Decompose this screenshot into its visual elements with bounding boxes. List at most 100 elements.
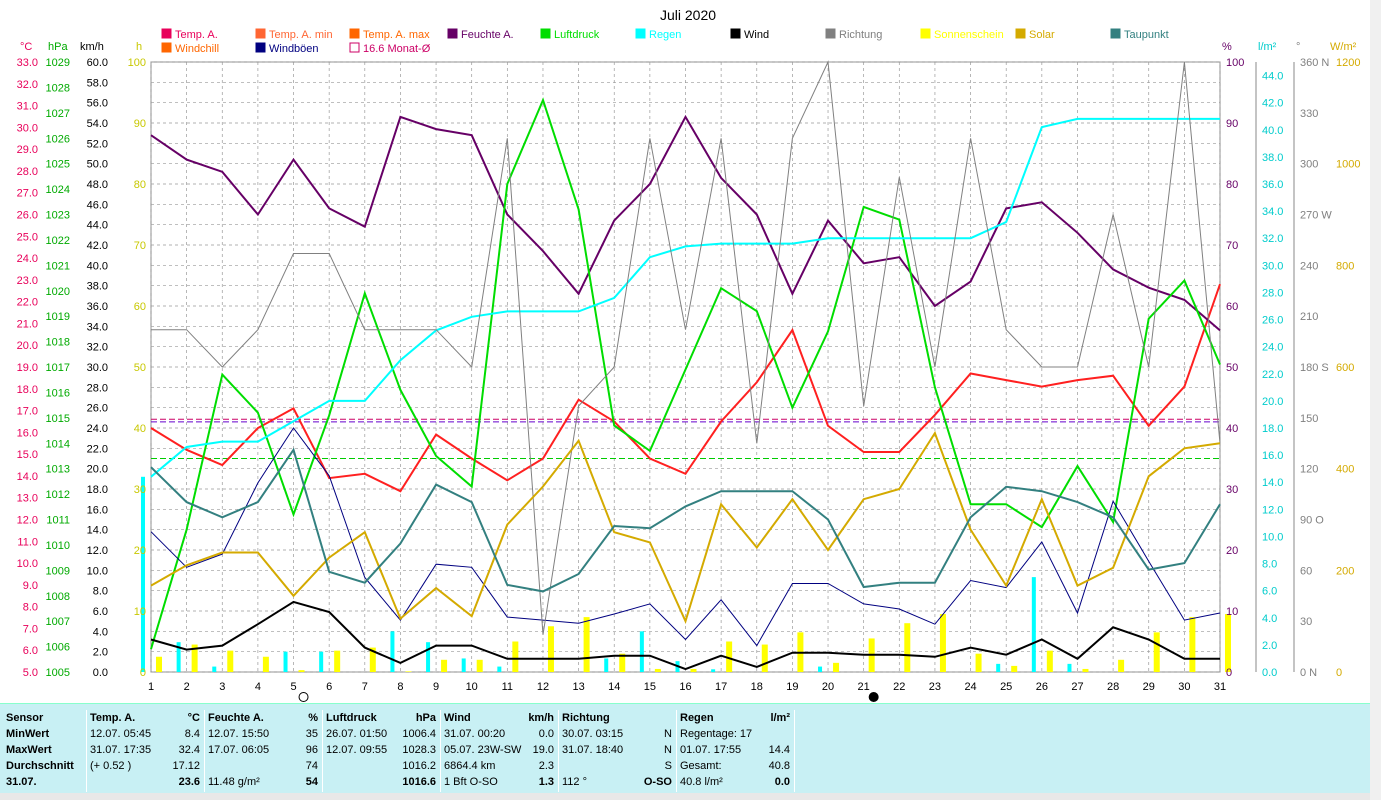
y-tick-wind: 24.0 xyxy=(87,423,108,435)
x-tick: 8 xyxy=(397,681,403,693)
y-tick-rain: 24.0 xyxy=(1262,342,1283,354)
y-tick-temp: 5.0 xyxy=(23,667,38,679)
bar-sonnenschein xyxy=(761,644,768,672)
y-tick-wind: 36.0 xyxy=(87,301,108,313)
wind-distance: 6864.4 km xyxy=(444,760,496,772)
y-tick-wind: 26.0 xyxy=(87,403,108,415)
x-tick: 17 xyxy=(715,681,727,693)
line-wind xyxy=(150,600,1220,671)
y-tick-temp: 8.0 xyxy=(23,602,38,614)
direction-column: Richtung 30.07. 03:15 N 31.07. 18:40 N S 1… xyxy=(562,710,677,792)
y-tick-rain: 12.0 xyxy=(1262,504,1283,516)
wind-max-time: 05.07. 23W-SW xyxy=(444,744,522,756)
legend-swatch-rain xyxy=(635,28,646,39)
rain-unit: l/m² xyxy=(1258,41,1277,53)
bar-sonnenschein xyxy=(262,656,269,672)
rain-column: Regen l/m² Regentage: 17 01.07. 17:55 14.4… xyxy=(680,710,795,792)
y-tick-temp: 24.0 xyxy=(17,253,38,265)
hum-max-time: 17.07. 06:05 xyxy=(208,744,270,756)
y-tick-temp: 22.0 xyxy=(17,297,38,309)
x-tick: 10 xyxy=(466,681,478,693)
y-tick-press: 1009 xyxy=(46,565,70,577)
bar-sonnenschein xyxy=(1153,632,1160,672)
temp-max-time: 31.07. 17:35 xyxy=(90,744,152,756)
temp-max-value: 32.4 xyxy=(178,744,200,756)
wind-unit: km/h xyxy=(80,41,104,53)
x-tick: 25 xyxy=(1000,681,1012,693)
bar-sonnenschein xyxy=(512,641,519,672)
press-min-time: 26.07. 01:50 xyxy=(326,728,388,740)
y-tick-sun: 40 xyxy=(134,423,146,435)
y-tick-dir: 180 S xyxy=(1300,362,1329,374)
y-tick-rain: 22.0 xyxy=(1262,369,1283,381)
y-tick-hum: 10 xyxy=(1226,606,1238,618)
line-taupunkt xyxy=(150,447,1221,593)
legend-label-tmin: Temp. A. min xyxy=(269,29,333,41)
bar-regen-tag xyxy=(176,642,181,672)
y-tick-hum: 90 xyxy=(1226,118,1238,130)
y-tick-dir: 150 xyxy=(1300,413,1318,425)
bar-sonnenschein xyxy=(1011,665,1018,672)
press-today-value: 1016.6 xyxy=(402,776,436,788)
y-tick-sun: 90 xyxy=(134,118,146,130)
y-tick-temp: 15.0 xyxy=(17,449,38,461)
y-tick-temp: 27.0 xyxy=(17,188,38,200)
y-tick-press: 1024 xyxy=(46,184,70,196)
vertical-scrollbar[interactable] xyxy=(1370,0,1381,800)
line-series xyxy=(150,60,1221,671)
x-tick: 29 xyxy=(1143,681,1155,693)
y-tick-hum: 70 xyxy=(1226,240,1238,252)
y-tick-press: 1019 xyxy=(46,311,70,323)
y-tick-wind: 44.0 xyxy=(87,220,108,232)
x-tick: 18 xyxy=(751,681,763,693)
y-tick-dir: 0 N xyxy=(1300,667,1317,679)
y-tick-rain: 0.0 xyxy=(1262,667,1277,679)
legend-swatch-windchill xyxy=(161,42,172,53)
y-tick-temp: 28.0 xyxy=(17,166,38,178)
dir-degrees: 112 ° xyxy=(562,776,587,788)
x-tick: 21 xyxy=(858,681,870,693)
x-tick: 20 xyxy=(822,681,834,693)
y-tick-solar: 400 xyxy=(1336,464,1354,476)
y-tick-rain: 28.0 xyxy=(1262,287,1283,299)
temp-unit: °C xyxy=(20,41,32,53)
y-tick-wind: 10.0 xyxy=(87,565,108,577)
y-tick-temp: 20.0 xyxy=(17,340,38,352)
x-tick: 13 xyxy=(572,681,584,693)
x-tick: 31 xyxy=(1214,681,1226,693)
dir-max-value: N xyxy=(664,744,672,756)
bar-regen-tag xyxy=(1031,577,1036,672)
wind-column: Wind km/h 31.07. 00:20 0.0 05.07. 23W-SW 19… xyxy=(444,710,559,792)
press-col-unit: hPa xyxy=(415,712,436,724)
y-tick-temp: 7.0 xyxy=(23,623,38,635)
y-tick-wind: 34.0 xyxy=(87,321,108,333)
y-tick-wind: 12.0 xyxy=(87,545,108,557)
rain-total-label: Gesamt: xyxy=(680,760,722,772)
y-tick-wind: 58.0 xyxy=(87,77,108,89)
y-tick-press: 1023 xyxy=(46,210,70,222)
y-tick-solar: 200 xyxy=(1336,565,1354,577)
y-tick-wind: 50.0 xyxy=(87,159,108,171)
y-tick-solar: 1200 xyxy=(1336,57,1360,69)
y-tick-rain: 38.0 xyxy=(1262,152,1283,164)
y-tick-dir: 300 xyxy=(1300,159,1318,171)
bar-sonnenschein xyxy=(939,614,946,672)
new-moon-icon xyxy=(868,692,879,702)
y-tick-temp: 17.0 xyxy=(17,406,38,418)
y-tick-solar: 0 xyxy=(1336,667,1342,679)
hum-max-value: 96 xyxy=(305,744,318,756)
y-tick-wind: 22.0 xyxy=(87,443,108,455)
y-tick-rain: 6.0 xyxy=(1262,586,1277,598)
y-tick-temp: 18.0 xyxy=(17,384,38,396)
y-tick-dir: 90 O xyxy=(1300,515,1324,527)
rain-month-total: 40.8 l/m² xyxy=(680,776,723,788)
line-windb-en xyxy=(150,427,1221,647)
bar-sonnenschein xyxy=(476,659,483,672)
y-tick-hum: 40 xyxy=(1226,423,1238,435)
wind-max-value: 19.0 xyxy=(532,744,554,756)
y-tick-temp: 13.0 xyxy=(17,493,38,505)
legend-swatch-solar xyxy=(1015,28,1026,39)
bar-sonnenschein xyxy=(191,644,198,672)
press-max-value: 1028.3 xyxy=(402,744,436,756)
bar-sonnenschein xyxy=(298,670,305,672)
